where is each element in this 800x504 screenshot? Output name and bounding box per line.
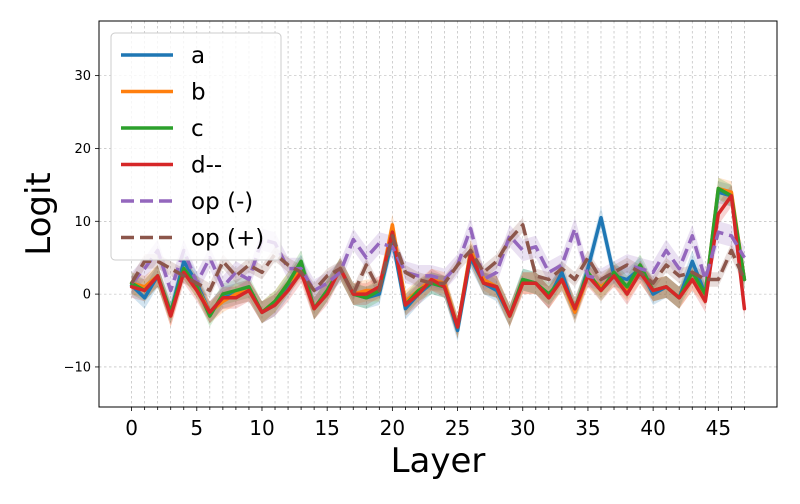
legend: abc d-- op (-) op (+) — [110, 32, 282, 261]
series-line — [130, 223, 746, 296]
x-tick-label: 35 — [575, 416, 600, 440]
plot-frame — [98, 20, 778, 408]
y-axis-label: Logit — [19, 172, 59, 256]
legend-label: b — [191, 80, 206, 106]
x-tick-label: 30 — [510, 416, 535, 440]
legend-label: op (-) — [191, 189, 253, 215]
y-tick-label: 0 — [83, 288, 91, 303]
x-tick-label: 20 — [380, 416, 405, 440]
x-tick-label: 10 — [249, 416, 274, 440]
legend-label: op (+) — [191, 226, 264, 252]
x-tick-label: 5 — [190, 416, 203, 440]
x-axis-ticks: 0 5 10 15 20 25 30 35 40 45 — [125, 407, 745, 440]
series-band — [131, 177, 745, 338]
legend-label: a — [191, 43, 205, 69]
legend-label: d-- — [191, 153, 222, 179]
series-band — [131, 177, 745, 338]
series-line — [130, 226, 746, 293]
y-tick-label: 30 — [74, 69, 91, 84]
series-lines — [129, 186, 747, 333]
y-tick-label: 10 — [74, 215, 91, 230]
series-band — [131, 184, 745, 338]
series-band — [131, 181, 745, 342]
x-tick-label: 15 — [314, 416, 339, 440]
legend-label: c — [191, 116, 204, 142]
grid-lines — [99, 21, 777, 407]
x-axis-label: Layer — [391, 441, 486, 481]
x-tick-label: 0 — [125, 416, 138, 440]
y-axis-ticks: −10 0 10 20 30 — [64, 69, 99, 375]
x-tick-label: 25 — [445, 416, 470, 440]
x-tick-label: 40 — [640, 416, 665, 440]
x-tick-label: 45 — [706, 416, 731, 440]
y-tick-label: −10 — [64, 360, 91, 375]
y-tick-label: 20 — [74, 142, 91, 157]
